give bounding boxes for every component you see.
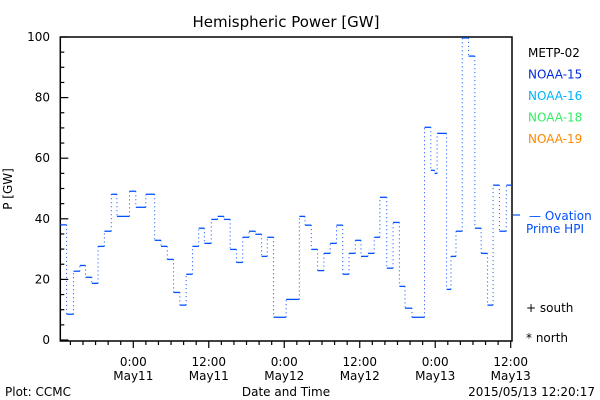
y-axis: 0 20 40 60 80 100 — [27, 30, 69, 347]
x-tick-date: May13 — [415, 369, 455, 383]
x-tick-time: 0:00 — [271, 355, 298, 369]
x-tick-date: May13 — [491, 369, 531, 383]
x-tick-time: 12:00 — [493, 355, 528, 369]
north-marker-legend: * north — [526, 331, 568, 345]
y-tick-label: 60 — [35, 151, 50, 165]
x-tick-date: May12 — [264, 369, 304, 383]
south-marker-legend: + south — [526, 301, 573, 315]
legend-item: NOAA-18 — [528, 111, 582, 125]
x-axis-label: Date and Time — [242, 385, 330, 399]
legend-item: METP-02 — [528, 46, 580, 60]
x-tick-time: 12:00 — [191, 355, 226, 369]
plot-credit: Plot: CCMC — [5, 385, 71, 399]
ovation-label-line1: — Ovation — [529, 209, 592, 223]
x-tick-time: 0:00 — [120, 355, 147, 369]
x-tick-date: May11 — [113, 369, 153, 383]
x-tick-time: 0:00 — [422, 355, 449, 369]
noaa15-series — [60, 37, 512, 318]
ovation-label-line2: Prime HPI — [526, 222, 584, 236]
x-tick-date: May12 — [340, 369, 380, 383]
plot-frame — [59, 36, 513, 342]
y-tick-label: 40 — [35, 212, 50, 226]
legend-item: NOAA-19 — [528, 132, 582, 146]
x-tick-time: 12:00 — [342, 355, 377, 369]
chart-title: Hemispheric Power [GW] — [193, 13, 380, 31]
y-tick-label: 20 — [35, 272, 50, 286]
y-tick-label: 0 — [42, 333, 50, 347]
x-axis: 0:00May1112:00May110:00May1212:00May120:… — [69, 341, 531, 383]
y-axis-label: P [GW] — [1, 168, 15, 210]
y-tick-label: 80 — [35, 91, 50, 105]
plot-timestamp: 2015/05/13 12:20:17 — [468, 385, 595, 399]
x-tick-date: May11 — [189, 369, 229, 383]
legend-item: NOAA-16 — [528, 89, 582, 103]
legend-item: NOAA-15 — [528, 68, 582, 82]
legend: METP-02 NOAA-15 NOAA-16 NOAA-18 NOAA-19 — [528, 46, 582, 146]
y-tick-label: 100 — [27, 30, 50, 44]
